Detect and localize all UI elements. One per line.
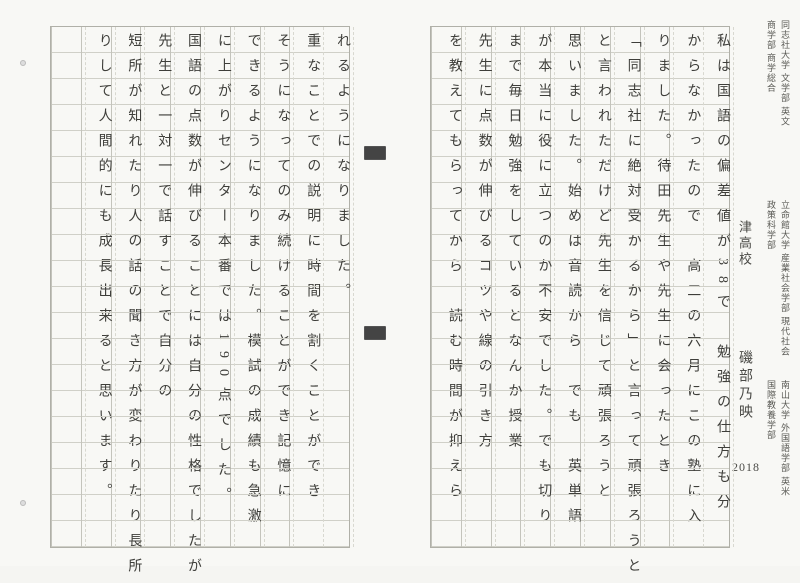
punch-hole-icon bbox=[20, 60, 26, 66]
margin-univ-1: 同志社大学 文学部 英文 bbox=[779, 20, 792, 127]
binding-mark-icon bbox=[364, 146, 386, 160]
student-name: 磯部乃映 bbox=[734, 350, 754, 422]
binding-mark-icon bbox=[364, 326, 386, 340]
margin-univ-3: 立命館大学 産業社会学部 現代社会 bbox=[779, 200, 792, 357]
margin-univ-6: 国際教養学部 bbox=[765, 380, 778, 440]
text-column: を教えてもらってから 読む時間が抑えら bbox=[431, 27, 461, 547]
margin-univ-2: 商学部 商学総合 bbox=[765, 20, 778, 93]
margin-univ-4: 政策科学部 bbox=[765, 200, 778, 250]
text-column bbox=[51, 27, 81, 547]
margin-univ-5: 南山大学 外国語学部 英米 bbox=[779, 380, 792, 497]
genkouyoushi-right: 私は国語の偏差値が38で 勉強の仕方も分からなかったので 高二の六月にこの塾に入… bbox=[430, 26, 730, 548]
school-name: 津高校 bbox=[735, 220, 754, 268]
page: 同志社大学 文学部 英文 商学部 商学総合 立命館大学 産業社会学部 現代社会 … bbox=[0, 0, 800, 566]
punch-hole-icon bbox=[20, 500, 26, 506]
genkouyoushi-left: れるようになりました。重なことでの説明に時間を割くことができそうになってのみ続け… bbox=[50, 26, 350, 548]
year: 2018 bbox=[732, 460, 760, 475]
binding-gutter bbox=[360, 26, 390, 548]
